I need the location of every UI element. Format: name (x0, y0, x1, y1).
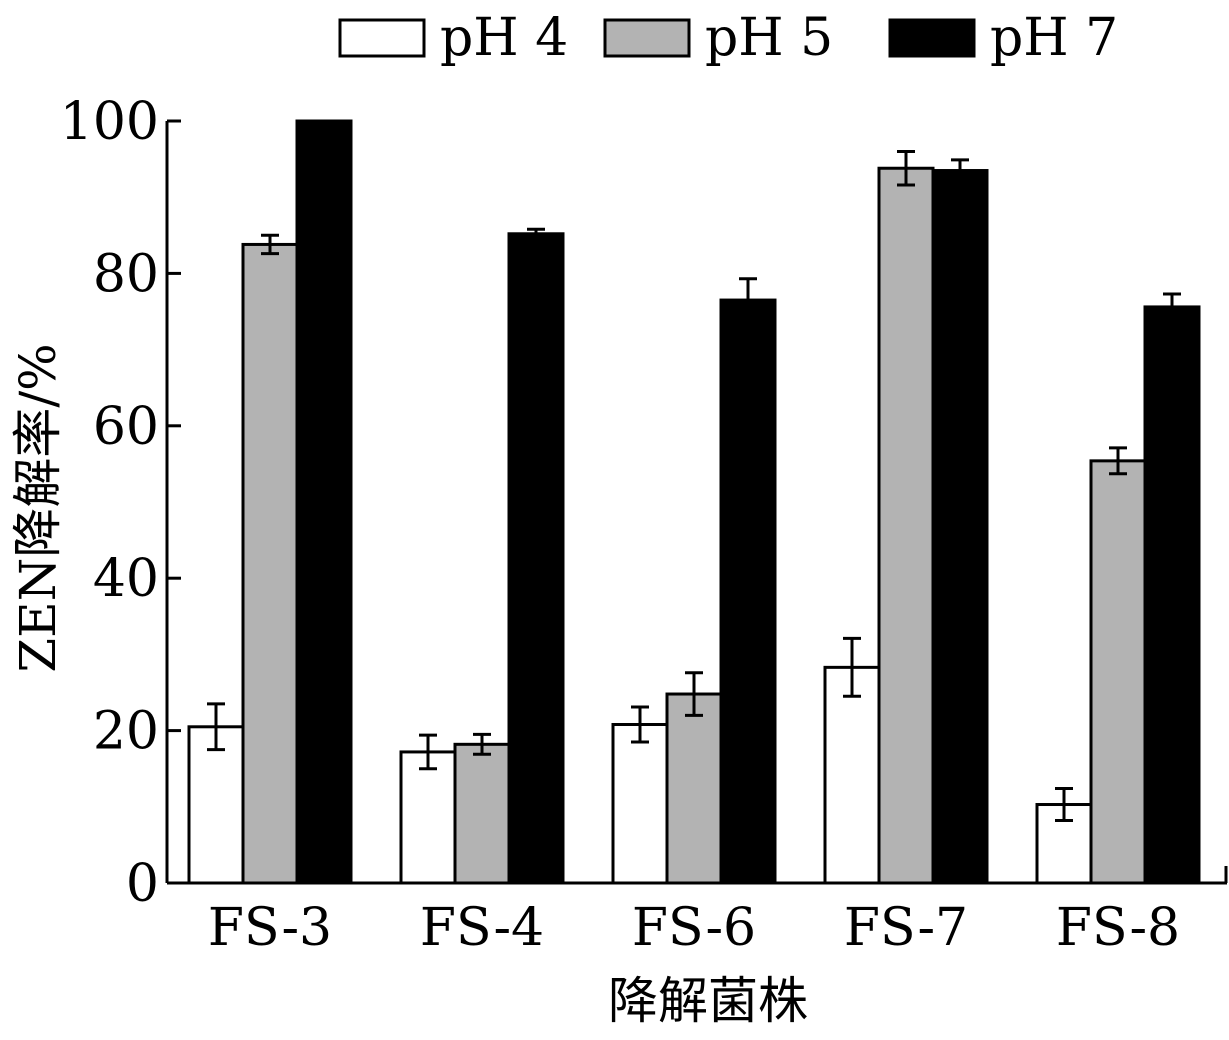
bar-fs-6-ph5 (665, 692, 723, 885)
error-bar (419, 733, 437, 771)
bar-fs-6-ph7 (719, 298, 777, 885)
error-bar (1109, 446, 1127, 476)
bar-fs-3-ph7 (295, 119, 353, 885)
axes (165, 121, 1228, 885)
error-bar (897, 149, 915, 187)
error-bars (207, 149, 1181, 823)
y-axis-title: ZEN降解率/% (9, 343, 67, 672)
x-ticks: FS-3 FS-4 FS-6 FS-7 FS-8 (208, 898, 1180, 958)
x-tick-label: FS-8 (1056, 898, 1180, 958)
bar-fs-7-ph5 (877, 166, 935, 885)
error-bar (261, 233, 279, 256)
legend-swatch (603, 18, 691, 58)
bar-fs-4-ph4 (399, 750, 457, 885)
error-bar (207, 702, 225, 752)
bar-fs-8-ph7 (1143, 305, 1201, 885)
y-tick-label: 100 (60, 92, 159, 152)
bar-fs-3-ph4 (187, 725, 245, 885)
legend-label: pH 4 (440, 8, 568, 68)
bar-fs-3-ph5 (241, 242, 299, 885)
error-bar (843, 636, 861, 698)
x-axis-title: 降解菌株 (608, 972, 808, 1030)
y-tick-label: 60 (93, 397, 159, 457)
error-bar (739, 277, 757, 323)
x-tick-label: FS-7 (844, 898, 968, 958)
legend-label: pH 5 (705, 8, 833, 68)
y-tick-label: 80 (93, 244, 159, 304)
bar-fs-8-ph5 (1089, 459, 1147, 885)
bars (187, 119, 1201, 885)
error-bar (473, 732, 491, 756)
legend: pH 4 pH 5 pH 7 (338, 8, 1118, 68)
error-bar (1163, 292, 1181, 322)
bar-fs-6-ph4 (611, 723, 669, 885)
error-bar (1055, 787, 1073, 823)
bar-fs-4-ph7 (507, 232, 565, 885)
x-tick-label: FS-4 (420, 898, 544, 958)
x-tick-label: FS-3 (208, 898, 332, 958)
bar-fs-4-ph5 (453, 742, 511, 885)
error-bar (951, 158, 969, 183)
error-bar (685, 671, 703, 717)
legend-swatch (888, 18, 976, 58)
y-tick-label: 20 (93, 702, 159, 762)
legend-label: pH 7 (990, 8, 1118, 68)
bar-fs-7-ph4 (823, 665, 881, 885)
y-tick-label: 0 (126, 854, 159, 914)
bar-fs-7-ph7 (931, 169, 989, 885)
x-tick-label: FS-6 (632, 898, 756, 958)
error-bar (631, 705, 649, 744)
y-tick-label: 40 (93, 549, 159, 609)
legend-swatch (338, 18, 426, 58)
y-ticks: 0 20 40 60 80 100 (60, 92, 181, 914)
error-bar (527, 227, 545, 240)
